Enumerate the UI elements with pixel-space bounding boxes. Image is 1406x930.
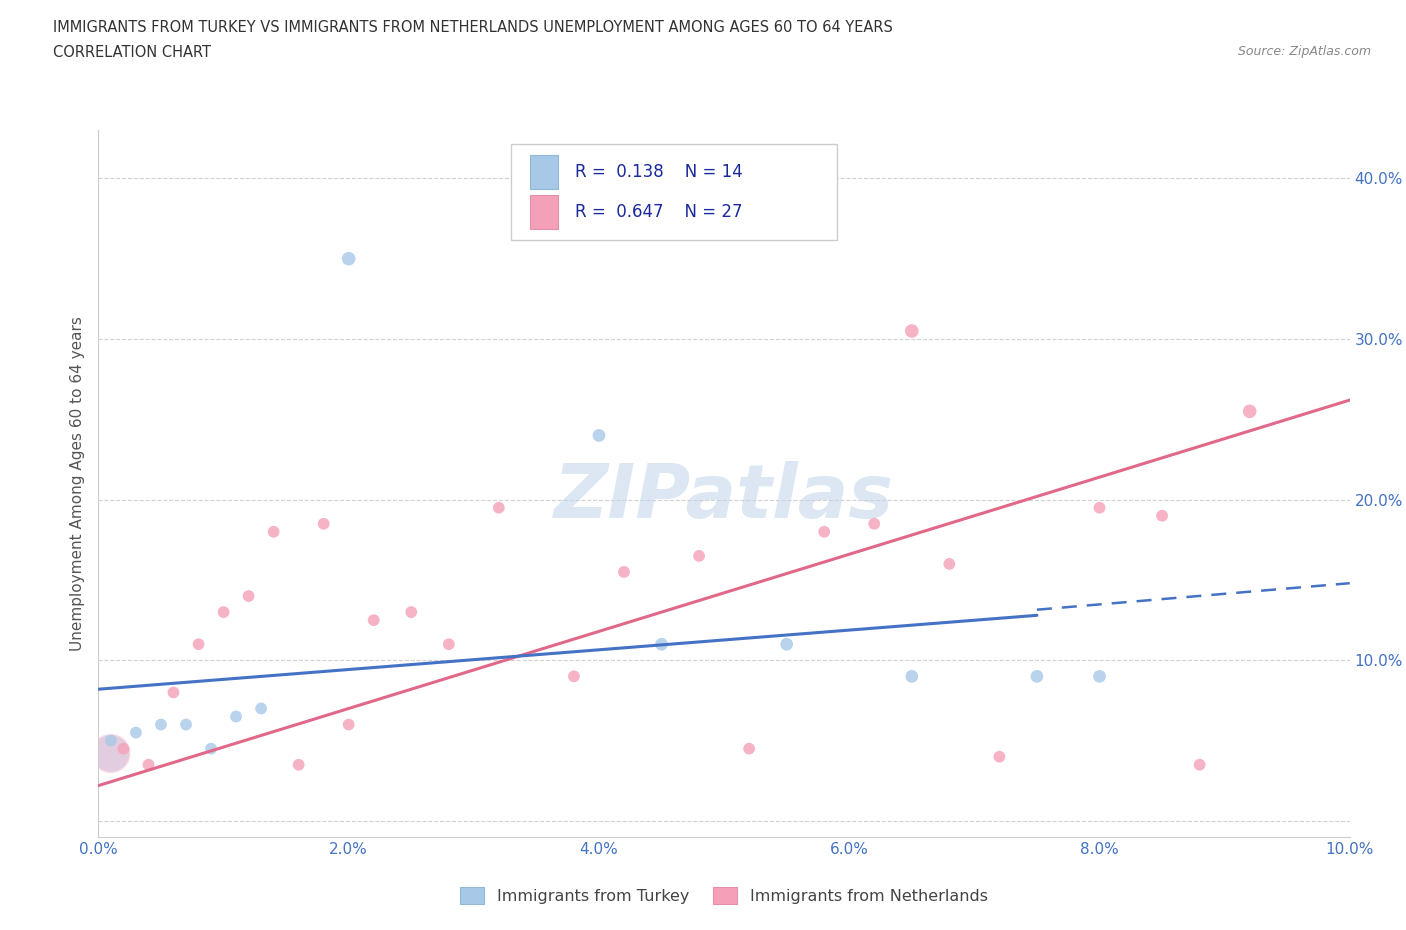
- Point: [863, 516, 886, 531]
- Point: [938, 556, 960, 571]
- Point: [138, 757, 160, 772]
- Point: [200, 741, 222, 756]
- Point: [225, 709, 247, 724]
- Text: R =  0.647    N = 27: R = 0.647 N = 27: [575, 203, 742, 221]
- Point: [337, 717, 360, 732]
- Point: [1026, 669, 1049, 684]
- Point: [287, 757, 309, 772]
- Point: [1088, 500, 1111, 515]
- Point: [250, 701, 273, 716]
- Point: [1088, 669, 1111, 684]
- Text: IMMIGRANTS FROM TURKEY VS IMMIGRANTS FROM NETHERLANDS UNEMPLOYMENT AMONG AGES 60: IMMIGRANTS FROM TURKEY VS IMMIGRANTS FRO…: [53, 20, 893, 35]
- Point: [212, 604, 235, 619]
- Bar: [530, 195, 558, 229]
- Point: [613, 565, 636, 579]
- Point: [100, 733, 122, 748]
- Point: [562, 669, 585, 684]
- Point: [437, 637, 460, 652]
- Text: ZIPatlas: ZIPatlas: [554, 461, 894, 534]
- Y-axis label: Unemployment Among Ages 60 to 64 years: Unemployment Among Ages 60 to 64 years: [69, 316, 84, 651]
- Bar: [530, 155, 558, 189]
- Point: [363, 613, 385, 628]
- Point: [312, 516, 335, 531]
- Point: [900, 669, 922, 684]
- Legend: Immigrants from Turkey, Immigrants from Netherlands: Immigrants from Turkey, Immigrants from …: [454, 881, 994, 910]
- Point: [1188, 757, 1211, 772]
- Point: [488, 500, 510, 515]
- Text: Source: ZipAtlas.com: Source: ZipAtlas.com: [1237, 45, 1371, 58]
- Point: [650, 637, 672, 652]
- Point: [125, 725, 148, 740]
- Point: [337, 251, 360, 266]
- Point: [162, 685, 184, 700]
- Point: [263, 525, 285, 539]
- Text: CORRELATION CHART: CORRELATION CHART: [53, 45, 211, 60]
- Point: [988, 750, 1011, 764]
- Point: [187, 637, 209, 652]
- Point: [401, 604, 423, 619]
- FancyBboxPatch shape: [512, 144, 837, 240]
- Point: [1239, 404, 1261, 418]
- Point: [112, 741, 135, 756]
- Point: [813, 525, 835, 539]
- Point: [174, 717, 197, 732]
- Point: [150, 717, 173, 732]
- Point: [100, 746, 122, 761]
- Point: [900, 324, 922, 339]
- Point: [688, 549, 710, 564]
- Point: [738, 741, 761, 756]
- Point: [238, 589, 260, 604]
- Point: [100, 746, 122, 761]
- Point: [1152, 509, 1174, 524]
- Point: [588, 428, 610, 443]
- Text: R =  0.138    N = 14: R = 0.138 N = 14: [575, 163, 742, 181]
- Point: [776, 637, 799, 652]
